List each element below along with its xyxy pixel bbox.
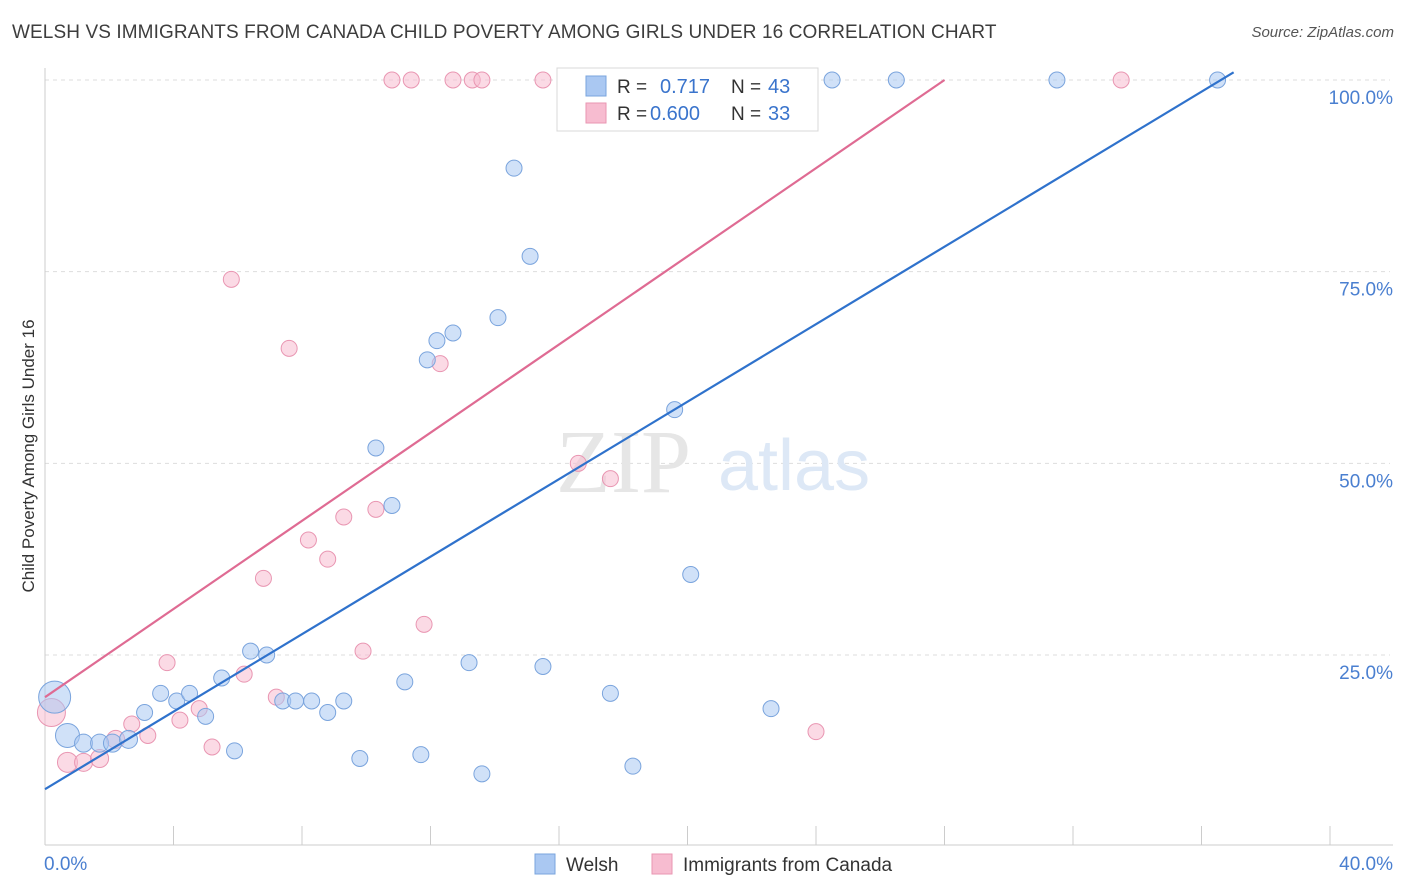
welsh-point	[383, 497, 401, 514]
canada-point	[203, 738, 221, 756]
welsh-point	[1048, 71, 1066, 89]
canada-point	[534, 71, 552, 89]
canada-point	[444, 71, 462, 89]
welsh-point	[226, 742, 244, 760]
bottom-legend-swatch-canada	[651, 853, 673, 875]
canada-point	[171, 711, 189, 729]
welsh-point	[489, 309, 507, 327]
y-tick-label: 100.0%	[1329, 88, 1394, 109]
welsh-point	[152, 684, 170, 702]
watermark-atlas: atlas	[718, 426, 870, 506]
canada-point	[473, 71, 491, 89]
bottom-legend-label-welsh: Welsh	[566, 855, 618, 876]
welsh-point	[367, 439, 385, 457]
welsh-point	[396, 673, 414, 691]
legend-n-label-canada: N =	[731, 104, 761, 125]
canada-point	[383, 71, 401, 89]
welsh-point	[335, 692, 353, 710]
welsh-point	[460, 654, 478, 672]
welsh-point	[136, 704, 154, 721]
welsh-point	[38, 680, 72, 714]
tick-labels: 25.0% 50.0% 75.0% 100.0% 0.0% 40.0%	[44, 88, 1393, 875]
canada-point	[402, 71, 420, 89]
series-legend: Welsh Immigrants from Canada	[534, 853, 893, 876]
canada-point	[1112, 71, 1130, 89]
welsh-point	[242, 642, 260, 660]
welsh-point	[473, 765, 491, 783]
welsh-point	[287, 692, 305, 710]
canada-point	[299, 531, 317, 549]
grid-lines	[45, 79, 1390, 656]
canada-point	[335, 508, 353, 526]
canada-point	[354, 642, 372, 660]
canada-point	[319, 550, 337, 568]
y-tick-label: 75.0%	[1339, 280, 1393, 301]
welsh-point	[762, 700, 780, 718]
welsh-point	[534, 658, 552, 675]
canada-trend-line	[44, 79, 946, 699]
legend-n-value-canada: 33	[768, 103, 790, 125]
welsh-point	[444, 324, 462, 342]
y-tick-label: 25.0%	[1339, 663, 1393, 684]
trend-lines	[44, 71, 1235, 791]
welsh-point	[412, 746, 430, 764]
x-tick-label: 0.0%	[44, 854, 87, 875]
canada-point	[222, 270, 240, 288]
welsh-trend-line	[44, 71, 1235, 791]
canada-point	[123, 715, 141, 733]
bottom-legend-label-canada: Immigrants from Canada	[683, 855, 893, 876]
welsh-point	[428, 332, 446, 350]
legend-r-value-welsh: 0.717	[660, 76, 710, 98]
canada-point	[280, 339, 298, 357]
canada-point	[158, 654, 176, 672]
legend-r-value-canada: 0.600	[650, 103, 700, 125]
chart-source: Source: ZipAtlas.com	[1251, 24, 1394, 41]
legend-n-label-welsh: N =	[731, 77, 761, 98]
legend-swatch-welsh	[585, 75, 607, 97]
canada-point	[415, 615, 433, 633]
x-tick-label: 40.0%	[1339, 854, 1393, 875]
legend-r-label-welsh: R =	[617, 77, 647, 98]
welsh-point	[521, 247, 539, 265]
bottom-legend-swatch-welsh	[534, 853, 556, 875]
welsh-point	[418, 351, 436, 369]
welsh-point	[682, 566, 700, 583]
data-points	[36, 71, 1227, 783]
canada-point	[807, 723, 825, 741]
welsh-point	[887, 71, 905, 89]
watermark: ZIP atlas	[556, 413, 870, 512]
welsh-point	[319, 704, 337, 721]
stats-legend: R = 0.717 N = 43 R = 0.600 N = 33	[556, 67, 819, 132]
chart-title: WELSH VS IMMIGRANTS FROM CANADA CHILD PO…	[12, 22, 997, 43]
y-tick-label: 50.0%	[1339, 471, 1393, 492]
legend-r-label-canada: R =	[617, 104, 647, 125]
legend-swatch-canada	[585, 102, 607, 124]
canada-point	[367, 500, 385, 518]
welsh-point	[351, 750, 369, 767]
canada-point	[254, 569, 272, 587]
y-axis-title: Child Poverty Among Girls Under 16	[19, 319, 38, 592]
canada-point	[601, 470, 619, 488]
welsh-point	[197, 707, 215, 725]
welsh-point	[74, 733, 94, 753]
welsh-point	[601, 684, 619, 702]
welsh-point	[624, 757, 642, 775]
welsh-point	[823, 71, 841, 89]
legend-n-value-welsh: 43	[768, 76, 790, 98]
welsh-point	[505, 159, 523, 177]
welsh-point	[303, 692, 321, 710]
